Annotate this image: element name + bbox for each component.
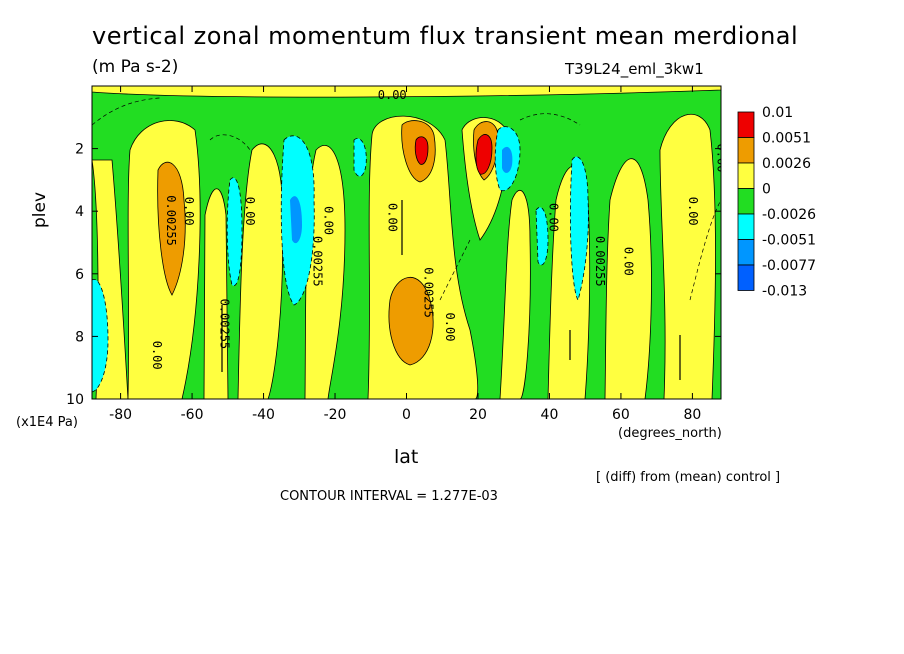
x-tick-label: -20 — [324, 407, 347, 423]
contour-label: 0.00 — [378, 88, 407, 102]
contour-interval: CONTOUR INTERVAL = 1.277E-03 — [280, 489, 498, 504]
contour-label: 0.00 — [386, 203, 400, 232]
x-axis: -80 -60 -40 -20 0 20 40 60 80 — [109, 86, 701, 423]
contour-field: 0.000.00255 0.00 0.00 0.000.002550.002550.0… — [92, 86, 729, 399]
legend-swatch — [737, 111, 755, 138]
legend-swatch — [737, 137, 755, 164]
positive-regions — [92, 86, 721, 399]
contour-label: 0.00 — [686, 197, 700, 226]
legend-swatch — [737, 162, 755, 189]
x-tick-label: 60 — [612, 407, 630, 423]
solid-contours — [221, 200, 681, 380]
legend-label: -0.0077 — [762, 258, 816, 274]
contour-label: 0.00 — [182, 197, 196, 226]
y-tick-label: 4 — [75, 204, 84, 220]
x-tick-label: 20 — [469, 407, 487, 423]
dashed-contours — [92, 97, 721, 301]
legend-label: -0.013 — [762, 284, 807, 300]
contour-label: 0.00 — [243, 197, 257, 226]
color-legend: 0.01 0.0051 0.0026 0 -0.0026 -0.0051 -0.0077 -0… — [737, 105, 816, 300]
contour-label: 0.00 — [150, 341, 164, 370]
contour-label: 0.00 — [321, 206, 335, 235]
legend-swatch — [737, 188, 755, 215]
strong-negative-regions — [290, 146, 513, 244]
contour-label: 0.00 — [547, 203, 561, 232]
legend-label: -0.0026 — [762, 207, 816, 223]
x-tick-label: 80 — [683, 407, 701, 423]
y-axis-units: (x1E4 Pa) — [16, 415, 78, 430]
contour-label: 0.00255 — [164, 195, 178, 246]
contour-label: 0.00 — [715, 144, 729, 173]
y-tick-label: 6 — [75, 267, 84, 283]
contour-label: 0.00 — [443, 313, 457, 342]
run-label: T39L24_eml_3kw1 — [565, 60, 704, 78]
chart-units: (m Pa s-2) — [92, 57, 179, 77]
legend-label: 0.0051 — [762, 131, 811, 147]
legend-label: 0.0026 — [762, 156, 811, 172]
legend-swatch — [737, 239, 755, 266]
y-tick-label: 10 — [66, 392, 84, 408]
max-positive-regions — [414, 134, 493, 175]
x-tick-label: 0 — [402, 407, 411, 423]
x-axis-units: (degrees_north) — [618, 426, 722, 441]
x-tick-label: -40 — [252, 407, 275, 423]
x-tick-label: -80 — [109, 407, 132, 423]
contour-label: 0.00255 — [593, 236, 607, 287]
contour-label: 0.00255 — [421, 267, 435, 318]
contour-label: 0.00 — [622, 247, 636, 276]
legend-swatch — [737, 213, 755, 240]
chart-title: vertical zonal momentum flux transient m… — [92, 22, 799, 50]
comparison-note: [ (diff) from (mean) control ] — [596, 470, 781, 485]
contour-labels: 0.000.00255 0.00 0.00 0.000.002550.002550.0… — [150, 88, 729, 370]
legend-swatch — [737, 264, 755, 291]
x-tick-label: -60 — [181, 407, 204, 423]
legend-label: -0.0051 — [762, 233, 816, 249]
x-tick-label: 40 — [541, 407, 559, 423]
y-tick-label: 8 — [75, 329, 84, 345]
x-axis-label: lat — [394, 446, 419, 468]
y-tick-label: 2 — [75, 142, 84, 158]
contour-label: 0.00255 — [218, 299, 232, 350]
y-axis: 2 4 6 8 10 — [66, 142, 721, 408]
legend-label: 0 — [762, 182, 771, 198]
contour-label: 0.00255 — [311, 236, 325, 287]
legend-label: 0.01 — [762, 105, 793, 121]
